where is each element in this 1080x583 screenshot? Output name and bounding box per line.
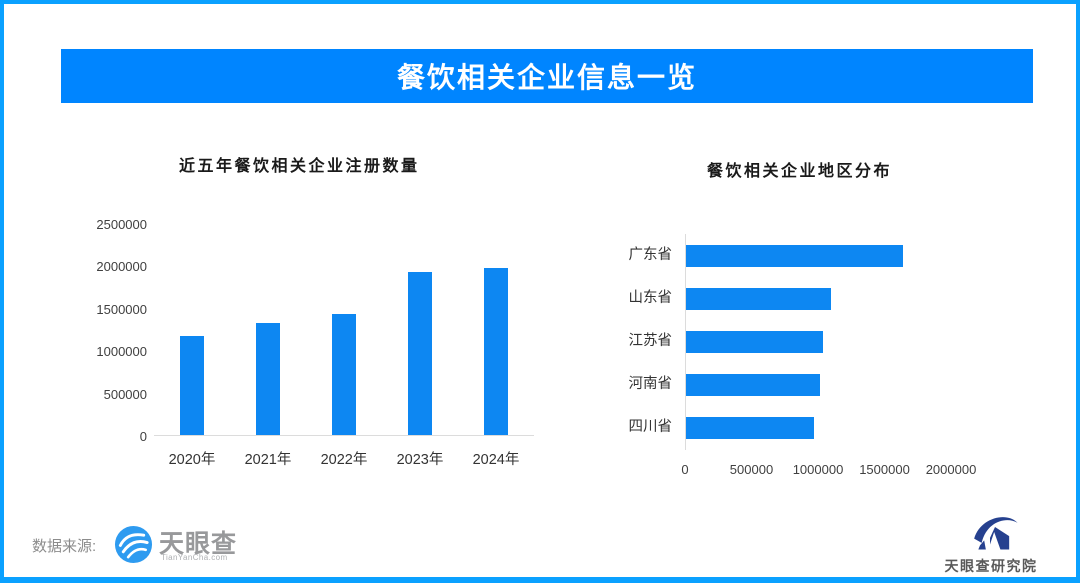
bar-河南省 [686, 374, 821, 397]
x-tick-label: 0 [681, 462, 689, 477]
left-chart-plot [154, 224, 534, 436]
category-label: 江苏省 [628, 333, 673, 349]
bar-四川省 [686, 417, 814, 440]
x-axis-label: 2023年 [396, 452, 444, 468]
bar-广东省 [686, 244, 903, 267]
x-tick-label: 500000 [729, 462, 774, 477]
category-label: 河南省 [628, 376, 673, 393]
right-chart-title: 餐饮相关企业地区分布 [707, 163, 893, 180]
y-tick-label: 1500000 [96, 301, 147, 317]
category-label: 山东省 [628, 289, 673, 306]
bar-2022年 [332, 313, 356, 435]
bar-2024年 [484, 267, 508, 435]
x-axis-label: 2021年 [244, 452, 292, 468]
x-axis-label: 2020年 [168, 452, 216, 468]
research-institute-logo-text: 天眼查研究院 [944, 558, 1038, 574]
left-chart-title: 近五年餐饮相关企业注册数量 [179, 158, 420, 175]
category-label: 四川省 [628, 419, 673, 436]
y-tick-label: 500000 [103, 386, 147, 402]
bar-山东省 [686, 287, 831, 310]
page-title: 餐饮相关企业信息一览 [396, 62, 697, 93]
x-axis-label: 2022年 [320, 452, 368, 468]
tianyancha-logo-text: 天眼查 [159, 530, 238, 558]
y-tick-label: 2500000 [96, 217, 147, 232]
x-tick-label: 1000000 [792, 462, 844, 477]
category-label: 广东省 [628, 246, 673, 263]
bar-江苏省 [686, 331, 823, 353]
right-chart-plot [685, 234, 951, 450]
right-chart-category-labels: 广东省山东省江苏省河南省四川省 [594, 234, 673, 450]
y-tick-label: 0 [139, 429, 147, 444]
bar-2021年 [256, 323, 280, 435]
bar-2023年 [408, 272, 432, 435]
data-source-label: 数据来源: [32, 538, 97, 555]
research-institute-logo-icon [974, 517, 1018, 550]
x-tick-label: 2000000 [925, 462, 977, 477]
bar-2020年 [180, 335, 204, 435]
y-tick-label: 2000000 [96, 259, 147, 275]
y-tick-label: 1000000 [96, 344, 147, 360]
tianyancha-logo-subtext: TianYanCha.com [161, 553, 228, 562]
right-chart-x-axis-ticks: 0 500000 1000000 1500000 2000000 [681, 462, 976, 478]
x-tick-label: 1500000 [859, 462, 910, 477]
header-banner: 餐饮相关企业信息一览 [61, 49, 1033, 103]
x-axis-label: 2024年 [472, 452, 520, 468]
left-chart-x-axis-labels: 2020年 2021年 2022年 2023年 2024年 [154, 448, 534, 469]
left-chart-y-axis-ticks: 0 500000 1000000 1500000 2000000 2500000 [64, 217, 147, 444]
tianyancha-eye-icon [114, 525, 153, 564]
